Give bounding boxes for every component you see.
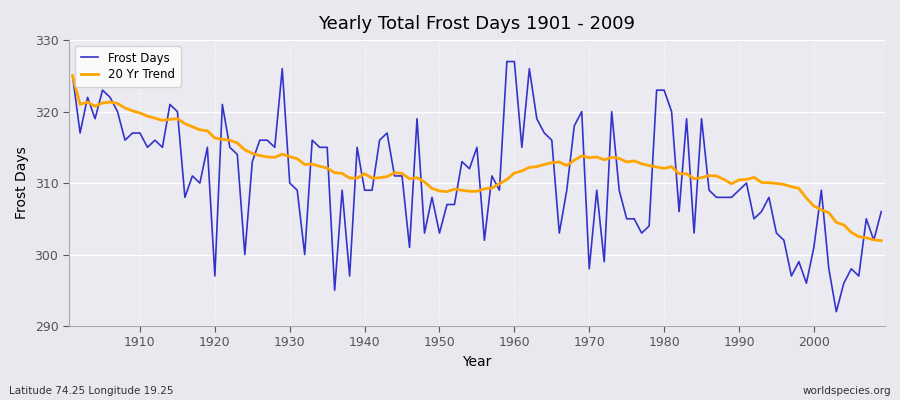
Title: Yearly Total Frost Days 1901 - 2009: Yearly Total Frost Days 1901 - 2009	[319, 15, 635, 33]
Frost Days	[607, 109, 617, 114]
X-axis label: Year: Year	[463, 355, 491, 369]
20 Yr Trend	[337, 171, 347, 176]
20 Yr Trend	[598, 158, 609, 162]
Line: Frost Days: Frost Days	[73, 62, 881, 312]
Frost Days	[517, 145, 527, 150]
Frost Days	[831, 309, 842, 314]
Y-axis label: Frost Days: Frost Days	[15, 147, 29, 220]
Frost Days	[68, 74, 78, 78]
Frost Days	[509, 59, 520, 64]
Frost Days	[876, 209, 886, 214]
Frost Days	[501, 59, 512, 64]
Frost Days	[292, 188, 302, 193]
20 Yr Trend	[292, 156, 302, 161]
20 Yr Trend	[127, 108, 138, 113]
Text: worldspecies.org: worldspecies.org	[803, 386, 891, 396]
20 Yr Trend	[501, 177, 512, 182]
Line: 20 Yr Trend: 20 Yr Trend	[73, 76, 881, 241]
20 Yr Trend	[876, 238, 886, 243]
Legend: Frost Days, 20 Yr Trend: Frost Days, 20 Yr Trend	[75, 46, 181, 87]
Frost Days	[337, 188, 347, 193]
20 Yr Trend	[509, 171, 520, 176]
Frost Days	[127, 131, 138, 136]
Text: Latitude 74.25 Longitude 19.25: Latitude 74.25 Longitude 19.25	[9, 386, 174, 396]
20 Yr Trend	[68, 74, 78, 78]
